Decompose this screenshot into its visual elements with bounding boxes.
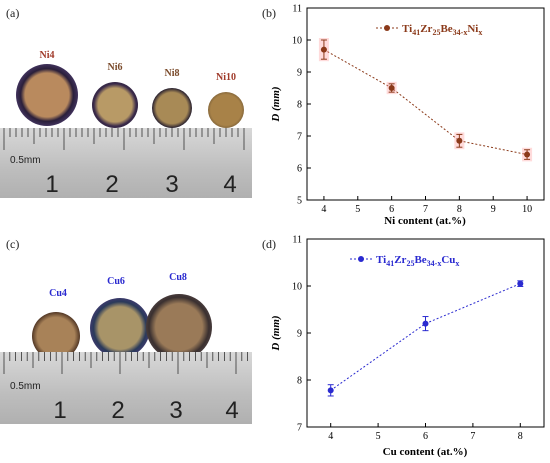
data-point-cu: [422, 320, 429, 327]
legend-marker-ni: [384, 25, 390, 31]
y-tick-label-ni: 9: [297, 68, 302, 79]
y-tick-label-ni: 5: [297, 196, 302, 207]
y-tick-label-ni: 7: [297, 132, 302, 143]
ruler-number-c-1: 1: [53, 397, 66, 424]
x-tick-label-ni: 5: [355, 204, 360, 215]
ruler-number-a-3: 3: [165, 171, 178, 198]
x-tick-label-cu: 8: [518, 431, 523, 442]
y-axis-label-d: D (mm): [270, 315, 282, 351]
x-tick-label-ni: 8: [457, 204, 462, 215]
x-tick-label-ni: 9: [491, 204, 496, 215]
ruler-number-c-2: 2: [111, 397, 124, 424]
data-point-cu: [517, 280, 524, 287]
sample-disc-ni6: [92, 82, 138, 128]
ruler-a: 0.5mm 1 2 3 4: [0, 128, 252, 198]
data-point-cu: [327, 387, 334, 394]
sample-label-ni6: Ni6: [107, 62, 123, 73]
legend-b: Ti41Zr25Be34-xNix: [376, 23, 482, 37]
x-tick-label-ni: 6: [389, 204, 394, 215]
ruler-number-c-4: 4: [225, 397, 238, 424]
plot-frame-b: [306, 7, 545, 201]
x-tick-label-cu: 4: [328, 431, 333, 442]
legend-label-ni: Ti41Zr25Be34-xNix: [402, 23, 482, 37]
x-tick-label-ni: 4: [321, 204, 326, 215]
chart-ni-content: 4 5 6 7 8 9 10 5 6 7 8 9 10 11 Ti41Zr25Be34-xNix Ni c…: [270, 4, 545, 227]
sample-disc-cu6: [90, 298, 150, 358]
photo-ni-samples: Ni4 Ni6 Ni8 Ni10 0.5mm 1 2 3 4: [0, 28, 252, 198]
data-point-ni: [456, 137, 463, 144]
legend-d: Ti41Zr25Be34-xCux: [350, 254, 459, 268]
ruler-c: 0.5mm 1 2 3 4: [0, 352, 252, 424]
data-point-ni: [388, 85, 395, 91]
x-tick-label-ni: 7: [423, 204, 428, 215]
y-tick-label-cu: 7: [297, 423, 302, 434]
y-axis-label-b: D (mm): [270, 86, 282, 122]
sample-disc-ni8: [152, 88, 192, 128]
legend-label-cu: Ti41Zr25Be34-xCux: [376, 254, 459, 268]
sample-disc-ni10: [208, 92, 244, 128]
x-axis-label-b: Ni content (at.%): [384, 215, 466, 227]
x-tick-label-cu: 6: [423, 431, 428, 442]
sample-label-cu4: Cu4: [49, 288, 67, 299]
y-tick-label-ni: 10: [292, 36, 302, 47]
plot-frame-d: [306, 238, 545, 428]
y-tick-label-ni: 8: [297, 100, 302, 111]
panel-label-b: (b): [262, 6, 276, 20]
ruler-number-a-2: 2: [105, 171, 118, 198]
ruler-unit-a: 0.5mm: [10, 155, 41, 166]
ruler-number-a-4: 4: [223, 171, 236, 198]
panel-label-c: (c): [6, 237, 20, 251]
ruler-number-a-1: 1: [45, 171, 58, 198]
data-point-ni: [524, 151, 531, 158]
x-tick-label-cu: 7: [470, 431, 475, 442]
sample-label-ni4: Ni4: [39, 50, 55, 61]
y-tick-label-cu: 9: [297, 329, 302, 340]
x-tick-label-ni: 10: [522, 204, 532, 215]
y-tick-label-cu: 10: [292, 282, 302, 293]
ruler-number-c-3: 3: [169, 397, 182, 424]
ruler-unit-c: 0.5mm: [10, 381, 41, 392]
x-tick-label-cu: 5: [376, 431, 381, 442]
panel-label-a: (a): [6, 6, 20, 20]
ruler-ticks-c: 0.5mm 1 2 3 4: [3, 352, 249, 424]
series-line-ni: [323, 49, 528, 156]
photo-cu-samples: Cu4 Cu6 Cu8 0.5mm 1 2 3 4: [0, 262, 252, 458]
sample-label-ni10: Ni10: [216, 72, 236, 83]
data-point-ni: [320, 46, 327, 53]
sample-label-cu6: Cu6: [107, 276, 125, 287]
y-tick-label-cu: 11: [292, 235, 302, 246]
series-line-cu: [330, 283, 521, 391]
legend-marker-cu: [358, 256, 364, 262]
panel-label-d: (d): [262, 237, 276, 251]
chart-cu-content: 4 5 6 7 8 7 8 9 10 11 Ti41Zr25Be34-xCux Cu conten…: [270, 235, 545, 458]
sample-disc-cu8: [146, 294, 212, 360]
x-axis-label-d: Cu content (at.%): [383, 446, 468, 458]
y-tick-label-ni: 6: [297, 164, 302, 175]
y-tick-label-cu: 8: [297, 376, 302, 387]
sample-label-cu8: Cu8: [169, 272, 187, 283]
sample-label-ni8: Ni8: [164, 68, 180, 79]
y-tick-label-ni: 11: [292, 4, 302, 15]
ruler-ticks-a: 0.5mm 1 2 3 4: [3, 128, 245, 198]
sample-disc-ni4: [16, 64, 78, 126]
